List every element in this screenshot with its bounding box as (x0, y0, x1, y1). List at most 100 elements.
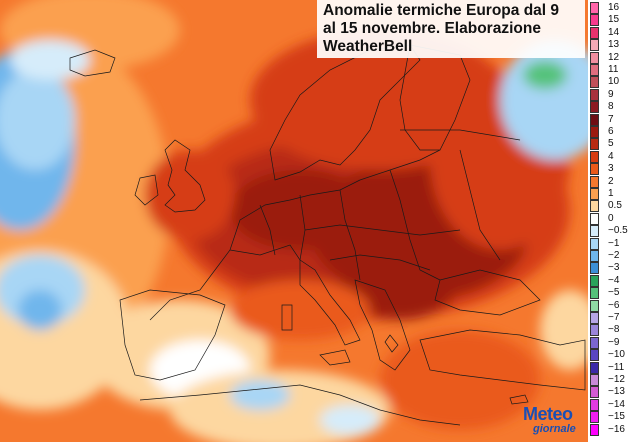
legend-swatch (590, 274, 599, 287)
color-legend: 16 15 14 13 12 11 10 9 8 7 6 5 4 3 2 1 0.5 0 −0.5 −1 −2 −3 −4−… (588, 0, 640, 442)
legend-swatch (590, 361, 599, 374)
legend-label: 11 (608, 64, 619, 75)
legend-label: −10 (608, 349, 625, 361)
legend-label: 14 (608, 26, 620, 38)
legend-item: 0.5 (588, 200, 640, 213)
legend-item: 15 (588, 14, 640, 27)
legend-label: −2 (608, 250, 620, 261)
legend-label: −6 (608, 299, 620, 311)
legend-item: 6 (588, 126, 640, 139)
legend-label: 3 (608, 163, 614, 175)
legend-swatch (590, 336, 599, 349)
legend-item: 2 (588, 175, 640, 189)
legend-item: 12 (588, 51, 640, 65)
legend-item: 11 (588, 64, 640, 77)
legend-label: 6 (608, 126, 614, 137)
legend-label: −0.5 (608, 225, 628, 237)
legend-label: 0 (608, 212, 614, 224)
legend-swatch (590, 76, 599, 89)
legend-swatch (590, 138, 599, 151)
legend-label: 8 (608, 101, 614, 113)
legend-label: 15 (608, 14, 620, 26)
legend-item: −16 (588, 423, 640, 437)
legend-label: −14 (608, 398, 625, 410)
legend-item: −5 (588, 287, 640, 300)
legend-label: −5 (608, 287, 620, 299)
legend-swatch (590, 262, 599, 275)
legend-item: 9 (588, 88, 640, 102)
legend-label: 12 (608, 51, 620, 63)
legend-swatch (590, 225, 599, 238)
logo-line1: Meteo (523, 404, 573, 424)
legend-swatch (590, 51, 599, 64)
legend-swatch (590, 423, 599, 436)
legend-item: −9 (588, 336, 640, 350)
legend-label: 10 (608, 76, 620, 88)
legend-item: −7 (588, 312, 640, 325)
legend-swatch (590, 312, 599, 324)
legend-label: −11 (608, 361, 625, 373)
legend-item: 0 (588, 212, 640, 226)
legend-swatch (590, 398, 599, 411)
map-title: Anomalie termiche Europa dal 9 al 15 nov… (317, 0, 585, 58)
legend-item: 8 (588, 101, 640, 114)
legend-swatch (590, 2, 599, 14)
legend-swatch (590, 126, 599, 138)
legend-swatch (590, 26, 599, 39)
legend-item: −0.5 (588, 225, 640, 238)
legend-item: −4 (588, 274, 640, 288)
legend-swatch (590, 14, 599, 27)
legend-swatch (590, 237, 599, 250)
legend-item: −15 (588, 411, 640, 424)
legend-swatch (590, 88, 599, 101)
legend-swatch (590, 39, 599, 52)
legend-item: −14 (588, 398, 640, 412)
legend-item: 5 (588, 138, 640, 151)
legend-item: −8 (588, 324, 640, 337)
legend-label: −1 (608, 237, 620, 249)
legend-swatch (590, 150, 599, 163)
legend-item: 3 (588, 163, 640, 176)
legend-label: 5 (608, 138, 614, 150)
legend-item: −11 (588, 361, 640, 375)
legend-label: −13 (608, 386, 625, 398)
legend-label: 13 (608, 39, 620, 51)
legend-label: −9 (608, 336, 620, 348)
legend-swatch (590, 212, 599, 225)
legend-swatch (590, 349, 599, 362)
legend-swatch (590, 175, 599, 188)
meteogiornale-logo: Meteo giornale (523, 404, 585, 440)
legend-label: 2 (608, 175, 614, 187)
legend-item: −12 (588, 374, 640, 387)
legend-swatch (590, 386, 599, 399)
legend-item: 4 (588, 150, 640, 164)
anomaly-map (0, 0, 588, 442)
legend-swatch (590, 101, 599, 114)
legend-swatch (590, 200, 599, 213)
legend-label: −8 (608, 324, 620, 336)
legend-item: 14 (588, 26, 640, 40)
legend-item: 13 (588, 39, 640, 52)
legend-swatch (590, 188, 599, 200)
legend-label: −15 (608, 411, 625, 423)
legend-item: −6 (588, 299, 640, 313)
legend-swatch (590, 64, 599, 76)
legend-swatch (590, 411, 599, 424)
legend-item: 10 (588, 76, 640, 89)
legend-item: 16 (588, 2, 640, 15)
legend-label: 16 (608, 2, 620, 13)
legend-swatch (590, 287, 599, 300)
legend-item: −2 (588, 250, 640, 263)
legend-item: −3 (588, 262, 640, 275)
legend-swatch (590, 163, 599, 176)
legend-swatch (590, 299, 599, 312)
legend-label: 4 (608, 150, 614, 162)
legend-label: 7 (608, 113, 614, 125)
legend-label: −16 (608, 423, 625, 435)
legend-item: −10 (588, 349, 640, 362)
legend-swatch (590, 324, 599, 337)
legend-swatch (590, 374, 599, 386)
legend-label: 9 (608, 88, 614, 100)
legend-label: 1 (608, 188, 614, 199)
legend-item: 1 (588, 188, 640, 201)
